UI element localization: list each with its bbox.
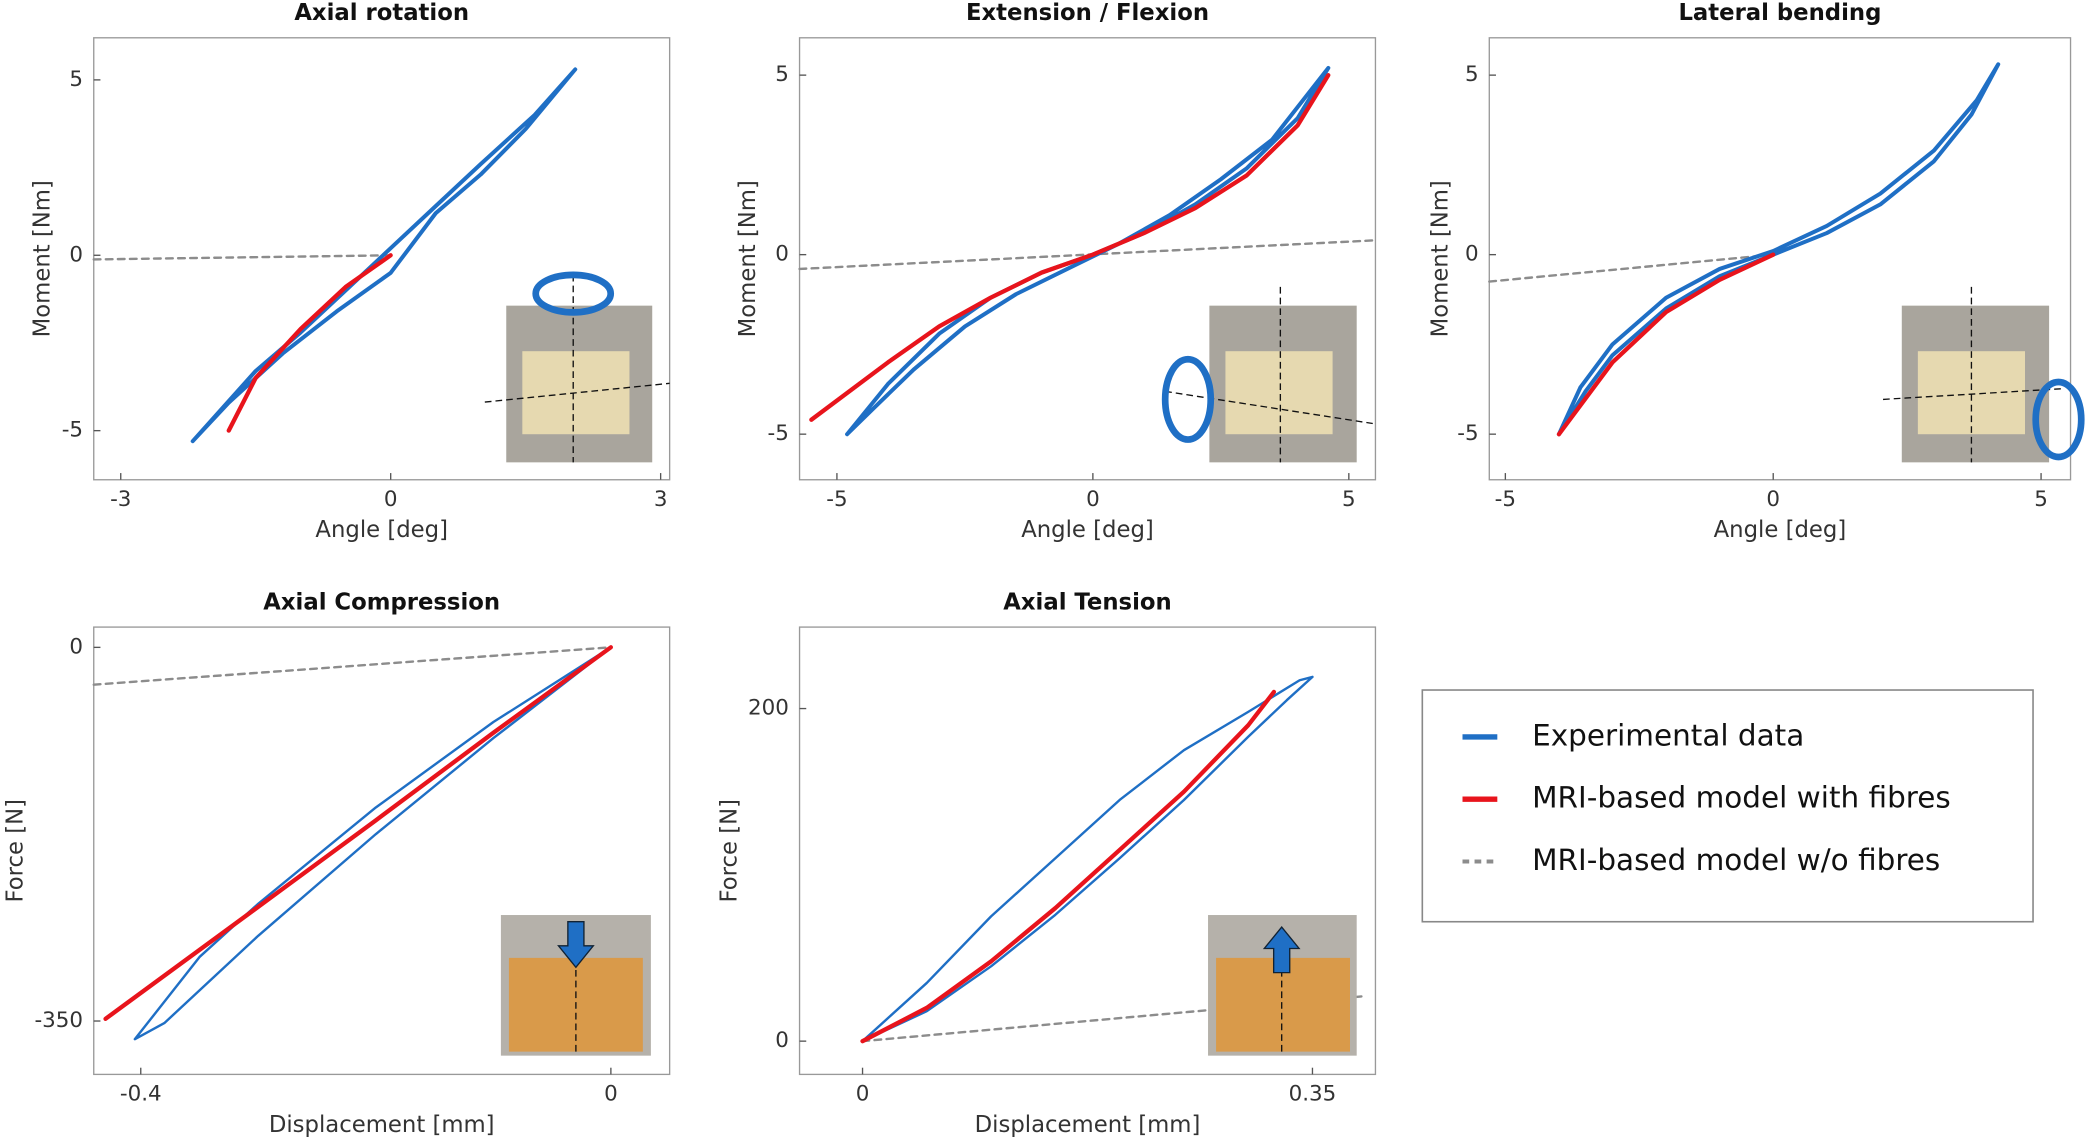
x-tick-label: 0 — [604, 1081, 618, 1106]
legend-label: MRI-based model with fibres — [1532, 781, 1951, 815]
x-tick-label: -0.4 — [120, 1081, 162, 1106]
x-tick-label: 0.35 — [1289, 1081, 1337, 1106]
subplot: Extension / Flexion Angle [deg] Moment [Nm… — [735, 0, 1377, 543]
data-line — [1488, 253, 1775, 283]
inset-photo — [1882, 286, 2085, 463]
legend-label: Experimental data — [1532, 718, 1804, 752]
y-tick-label: 0 — [775, 1028, 789, 1053]
legend-box — [1421, 689, 2034, 923]
y-tick-label: 0 — [775, 242, 789, 267]
x-tick-label: 0 — [384, 487, 398, 512]
y-tick-label: -5 — [62, 418, 83, 443]
chart-title: Extension / Flexion — [966, 0, 1209, 26]
x-tick-label: -3 — [110, 487, 131, 512]
legend: Experimental data MRI-based model with fi… — [1421, 689, 2034, 923]
y-tick-label: 5 — [1465, 62, 1479, 87]
x-tick-label: 0 — [1086, 487, 1100, 512]
y-axis-label: Moment [Nm] — [735, 180, 761, 337]
x-tick-label: -5 — [1495, 487, 1516, 512]
y-tick-label: -5 — [767, 421, 788, 446]
x-tick-label: 5 — [1342, 487, 1356, 512]
chart-title: Axial rotation — [294, 0, 469, 26]
data-line — [861, 994, 1366, 1043]
plot-frame — [93, 626, 671, 1076]
y-tick-label: 0 — [69, 242, 83, 267]
y-tick-label: -350 — [34, 1008, 83, 1033]
data-line — [861, 675, 1314, 1043]
data-line — [1556, 252, 1776, 437]
chart-title: Lateral bending — [1678, 0, 1881, 26]
legend-label: MRI-based model w/o fibres — [1532, 843, 1940, 877]
data-line — [92, 254, 392, 261]
inset-photo — [1208, 915, 1357, 1056]
y-tick-label: -5 — [1457, 421, 1478, 446]
subplot: Axial Tension Displacement [mm] Force [N] 0… — [716, 589, 1377, 1138]
y-axis-label: Moment [Nm] — [29, 180, 55, 337]
y-tick-label: 5 — [69, 67, 83, 92]
x-axis-label: Displacement [mm] — [975, 1112, 1201, 1138]
x-axis-label: Displacement [mm] — [269, 1112, 495, 1138]
plot-frame — [1488, 37, 2072, 481]
inset-photo — [500, 915, 651, 1056]
subplot: Axial Compression Displacement [mm] Force … — [3, 589, 671, 1138]
y-axis-label: Force [N] — [716, 799, 742, 903]
data-line — [190, 67, 578, 444]
subplot: Lateral bending Angle [deg] Moment [Nm] -5 0… — [1428, 0, 2072, 543]
inset-photos — [484, 271, 2085, 1056]
chart-title: Axial Tension — [1003, 589, 1171, 615]
x-tick-label: 3 — [654, 487, 668, 512]
y-tick-label: 5 — [775, 62, 789, 87]
y-axis-label: Moment [Nm] — [1428, 180, 1454, 337]
data-line — [809, 73, 1331, 422]
x-axis-label: Angle [deg] — [315, 517, 448, 543]
chart-title: Axial Compression — [263, 589, 500, 615]
subplot: Axial rotation Angle [deg] Moment [Nm] -3 0 3… — [29, 0, 671, 543]
data-line — [133, 646, 613, 1041]
inset-photo — [484, 271, 670, 463]
y-tick-label: 200 — [748, 696, 789, 721]
inset-photo — [1161, 286, 1373, 463]
data-line — [860, 689, 1277, 1044]
x-tick-label: 0 — [856, 1081, 870, 1106]
x-axis-label: Angle [deg] — [1714, 517, 1847, 543]
data-line — [1556, 62, 2001, 437]
y-tick-label: 0 — [69, 634, 83, 659]
data-line — [226, 253, 393, 433]
y-axis-label: Force [N] — [3, 799, 29, 903]
y-tick-label: 0 — [1465, 242, 1479, 267]
data-line — [103, 645, 613, 1021]
x-tick-label: 0 — [1766, 487, 1780, 512]
data-line — [92, 646, 613, 686]
x-tick-label: -5 — [826, 487, 847, 512]
x-tick-label: 5 — [2034, 487, 2048, 512]
x-axis-label: Angle [deg] — [1021, 517, 1154, 543]
plot-frame — [798, 626, 1377, 1076]
plot-frame — [798, 37, 1377, 481]
